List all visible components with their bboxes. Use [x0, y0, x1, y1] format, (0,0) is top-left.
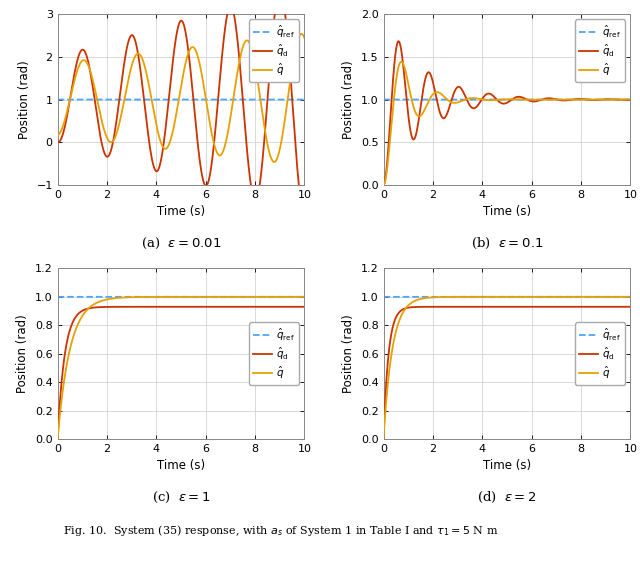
Text: Fig. 10.  System (35) response, with $a_s$ of System 1 in Table I and $\tau_1 = : Fig. 10. System (35) response, with $a_s… — [63, 524, 499, 538]
Y-axis label: Position (rad): Position (rad) — [17, 314, 29, 393]
Text: (b)  $\varepsilon = 0.1$: (b) $\varepsilon = 0.1$ — [470, 236, 543, 251]
Text: (c)  $\varepsilon = 1$: (c) $\varepsilon = 1$ — [152, 490, 211, 505]
X-axis label: Time (s): Time (s) — [483, 205, 531, 218]
Text: (d)  $\varepsilon = 2$: (d) $\varepsilon = 2$ — [477, 490, 537, 505]
Legend: $\hat{q}_{\mathrm{ref}}$, $\hat{q}_{\mathrm{d}}$, $\hat{q}$: $\hat{q}_{\mathrm{ref}}$, $\hat{q}_{\mat… — [249, 323, 300, 385]
Y-axis label: Position (rad): Position (rad) — [18, 60, 31, 139]
Legend: $\hat{q}_{\mathrm{ref}}$, $\hat{q}_{\mathrm{d}}$, $\hat{q}$: $\hat{q}_{\mathrm{ref}}$, $\hat{q}_{\mat… — [249, 19, 300, 82]
X-axis label: Time (s): Time (s) — [157, 460, 205, 472]
Legend: $\hat{q}_{\mathrm{ref}}$, $\hat{q}_{\mathrm{d}}$, $\hat{q}$: $\hat{q}_{\mathrm{ref}}$, $\hat{q}_{\mat… — [575, 19, 625, 82]
Text: (a)  $\varepsilon = 0.01$: (a) $\varepsilon = 0.01$ — [141, 236, 221, 251]
X-axis label: Time (s): Time (s) — [483, 460, 531, 472]
X-axis label: Time (s): Time (s) — [157, 205, 205, 218]
Y-axis label: Position (rad): Position (rad) — [342, 314, 355, 393]
Y-axis label: Position (rad): Position (rad) — [342, 60, 355, 139]
Legend: $\hat{q}_{\mathrm{ref}}$, $\hat{q}_{\mathrm{d}}$, $\hat{q}$: $\hat{q}_{\mathrm{ref}}$, $\hat{q}_{\mat… — [575, 323, 625, 385]
